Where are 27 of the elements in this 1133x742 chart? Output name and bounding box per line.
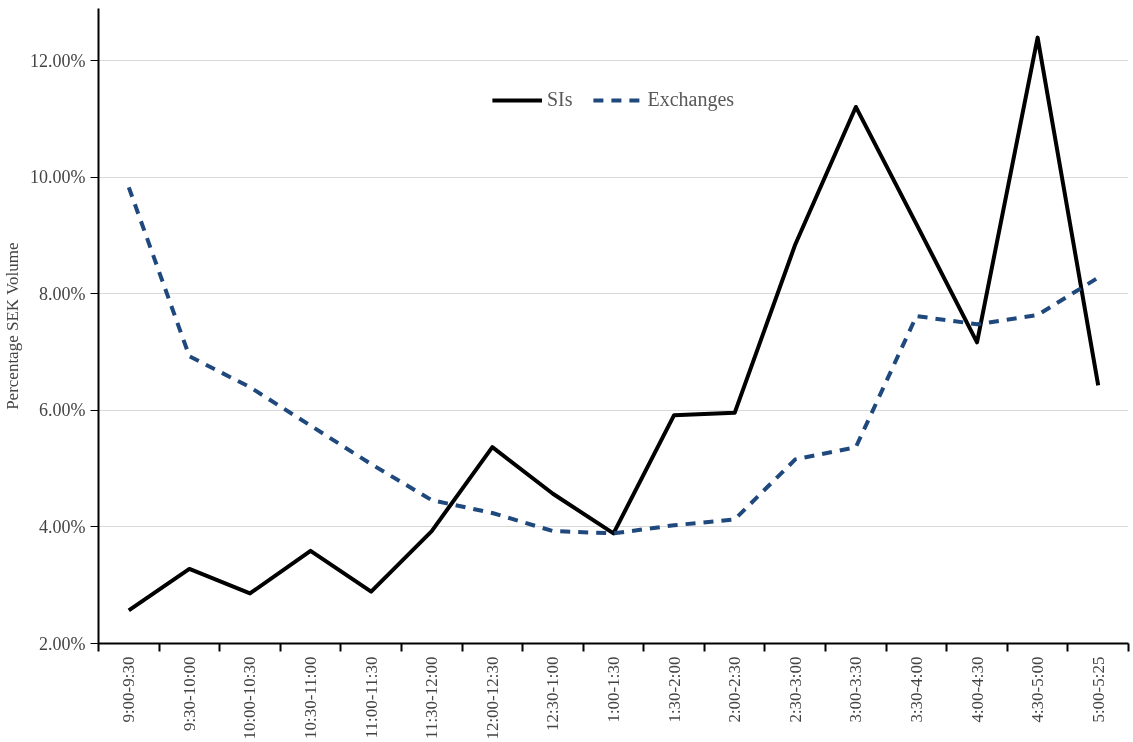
y-tick-label: 12.00% — [30, 50, 86, 71]
x-tick-label: 3:30-4:00 — [906, 656, 926, 723]
y-tick-label: 10.00% — [30, 167, 86, 188]
x-tick-label: 9:30-10:00 — [179, 656, 199, 732]
line-series — [126, 35, 1101, 613]
legend-label: SIs — [546, 88, 573, 111]
x-tick-label: 11:00-11:30 — [361, 656, 381, 739]
y-tick-label: 8.00% — [39, 283, 86, 304]
x-tick-label: 4:30-5:00 — [1028, 656, 1048, 723]
x-tick-label: 2:00-2:30 — [725, 656, 745, 723]
legend-label: Exchanges — [647, 88, 735, 111]
x-tick-label: 5:00-5:25 — [1088, 656, 1108, 723]
x-tick-label: 10:00-10:30 — [240, 656, 260, 740]
y-tick-label: 4.00% — [39, 516, 86, 537]
x-tick-label: 12:00-12:30 — [482, 656, 502, 740]
x-tick-label: 1:00-1:30 — [604, 656, 623, 723]
x-tick-label: 3:00-3:30 — [846, 656, 866, 723]
x-tick-label: 9:00-9:30 — [119, 656, 139, 723]
y-axis-title: Percentage SEK Volume — [3, 242, 23, 410]
x-tick-label: 10:30-11:00 — [301, 656, 321, 739]
x-tick-label: 2:30-3:00 — [785, 656, 805, 723]
y-tick-label: 2.00% — [39, 633, 86, 654]
x-tick-label: 4:00-4:30 — [967, 656, 987, 723]
x-tick-label: 1:30-2:00 — [664, 656, 684, 723]
x-tick-label: 12:30-1:00 — [543, 656, 563, 732]
x-tick-label: 11:30-12:00 — [422, 656, 442, 739]
y-tick-label: 6.00% — [39, 400, 86, 421]
